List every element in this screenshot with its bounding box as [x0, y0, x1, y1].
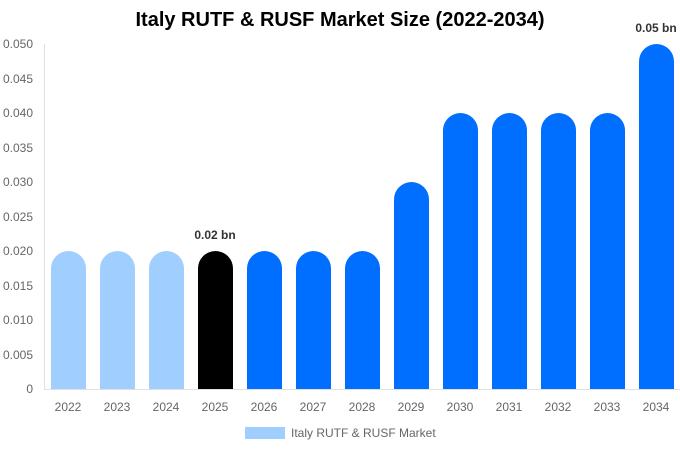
x-tick-label: 2031 [495, 400, 523, 414]
bar-2028[interactable] [344, 251, 380, 389]
y-tick-label: 0.005 [2, 347, 33, 362]
y-axis-line [44, 44, 45, 389]
x-tick-label: 2034 [642, 400, 670, 414]
bar-2029[interactable] [393, 182, 429, 389]
bar-2027[interactable] [295, 251, 331, 389]
bar-2030[interactable] [442, 113, 478, 389]
bar-2031[interactable] [491, 113, 527, 389]
bar-2033[interactable] [589, 113, 625, 389]
x-tick-label: 2025 [201, 400, 229, 414]
y-tick-label: 0.040 [2, 106, 33, 120]
data-label-2025: 0.02 bn [194, 228, 236, 242]
bar-2024[interactable] [148, 251, 184, 389]
x-tick-label: 2033 [593, 400, 621, 414]
bar-2025[interactable] [197, 251, 233, 389]
y-tick-label: 0.045 [2, 71, 33, 86]
y-tick-label: 0.020 [2, 244, 33, 258]
y-tick-label: 0.030 [2, 175, 33, 189]
legend[interactable]: Italy RUTF & RUSF Market [245, 426, 436, 440]
x-tick-label: 2028 [348, 400, 376, 414]
x-tick-label: 2030 [446, 400, 474, 414]
x-tick-label: 2026 [250, 400, 278, 414]
y-tick-label: 0.035 [2, 140, 33, 155]
y-tick-label: 0.015 [2, 278, 33, 293]
x-tick-label: 2023 [103, 400, 131, 414]
bar-2032[interactable] [540, 113, 576, 389]
bar-2034[interactable] [638, 44, 674, 389]
legend-label: Italy RUTF & RUSF Market [291, 426, 436, 440]
x-tick-label: 2027 [299, 400, 327, 414]
x-tick-label: 2022 [54, 400, 82, 414]
bar-2023[interactable] [99, 251, 135, 389]
x-tick-label: 2029 [397, 400, 425, 414]
bar-2026[interactable] [246, 251, 282, 389]
y-tick-label: 0 [26, 382, 33, 396]
data-label-2034: 0.05 bn [635, 21, 677, 35]
x-tick-label: 2024 [152, 400, 180, 414]
x-axis-line [44, 389, 680, 390]
y-tick-label: 0.025 [2, 209, 33, 224]
x-tick-label: 2032 [544, 400, 572, 414]
chart-title: Italy RUTF & RUSF Market Size (2022-2034… [135, 9, 545, 31]
y-tick-label: 0.050 [2, 37, 33, 51]
legend-swatch [245, 427, 285, 439]
y-tick-label: 0.010 [2, 313, 33, 327]
bar-2022[interactable] [50, 251, 86, 389]
